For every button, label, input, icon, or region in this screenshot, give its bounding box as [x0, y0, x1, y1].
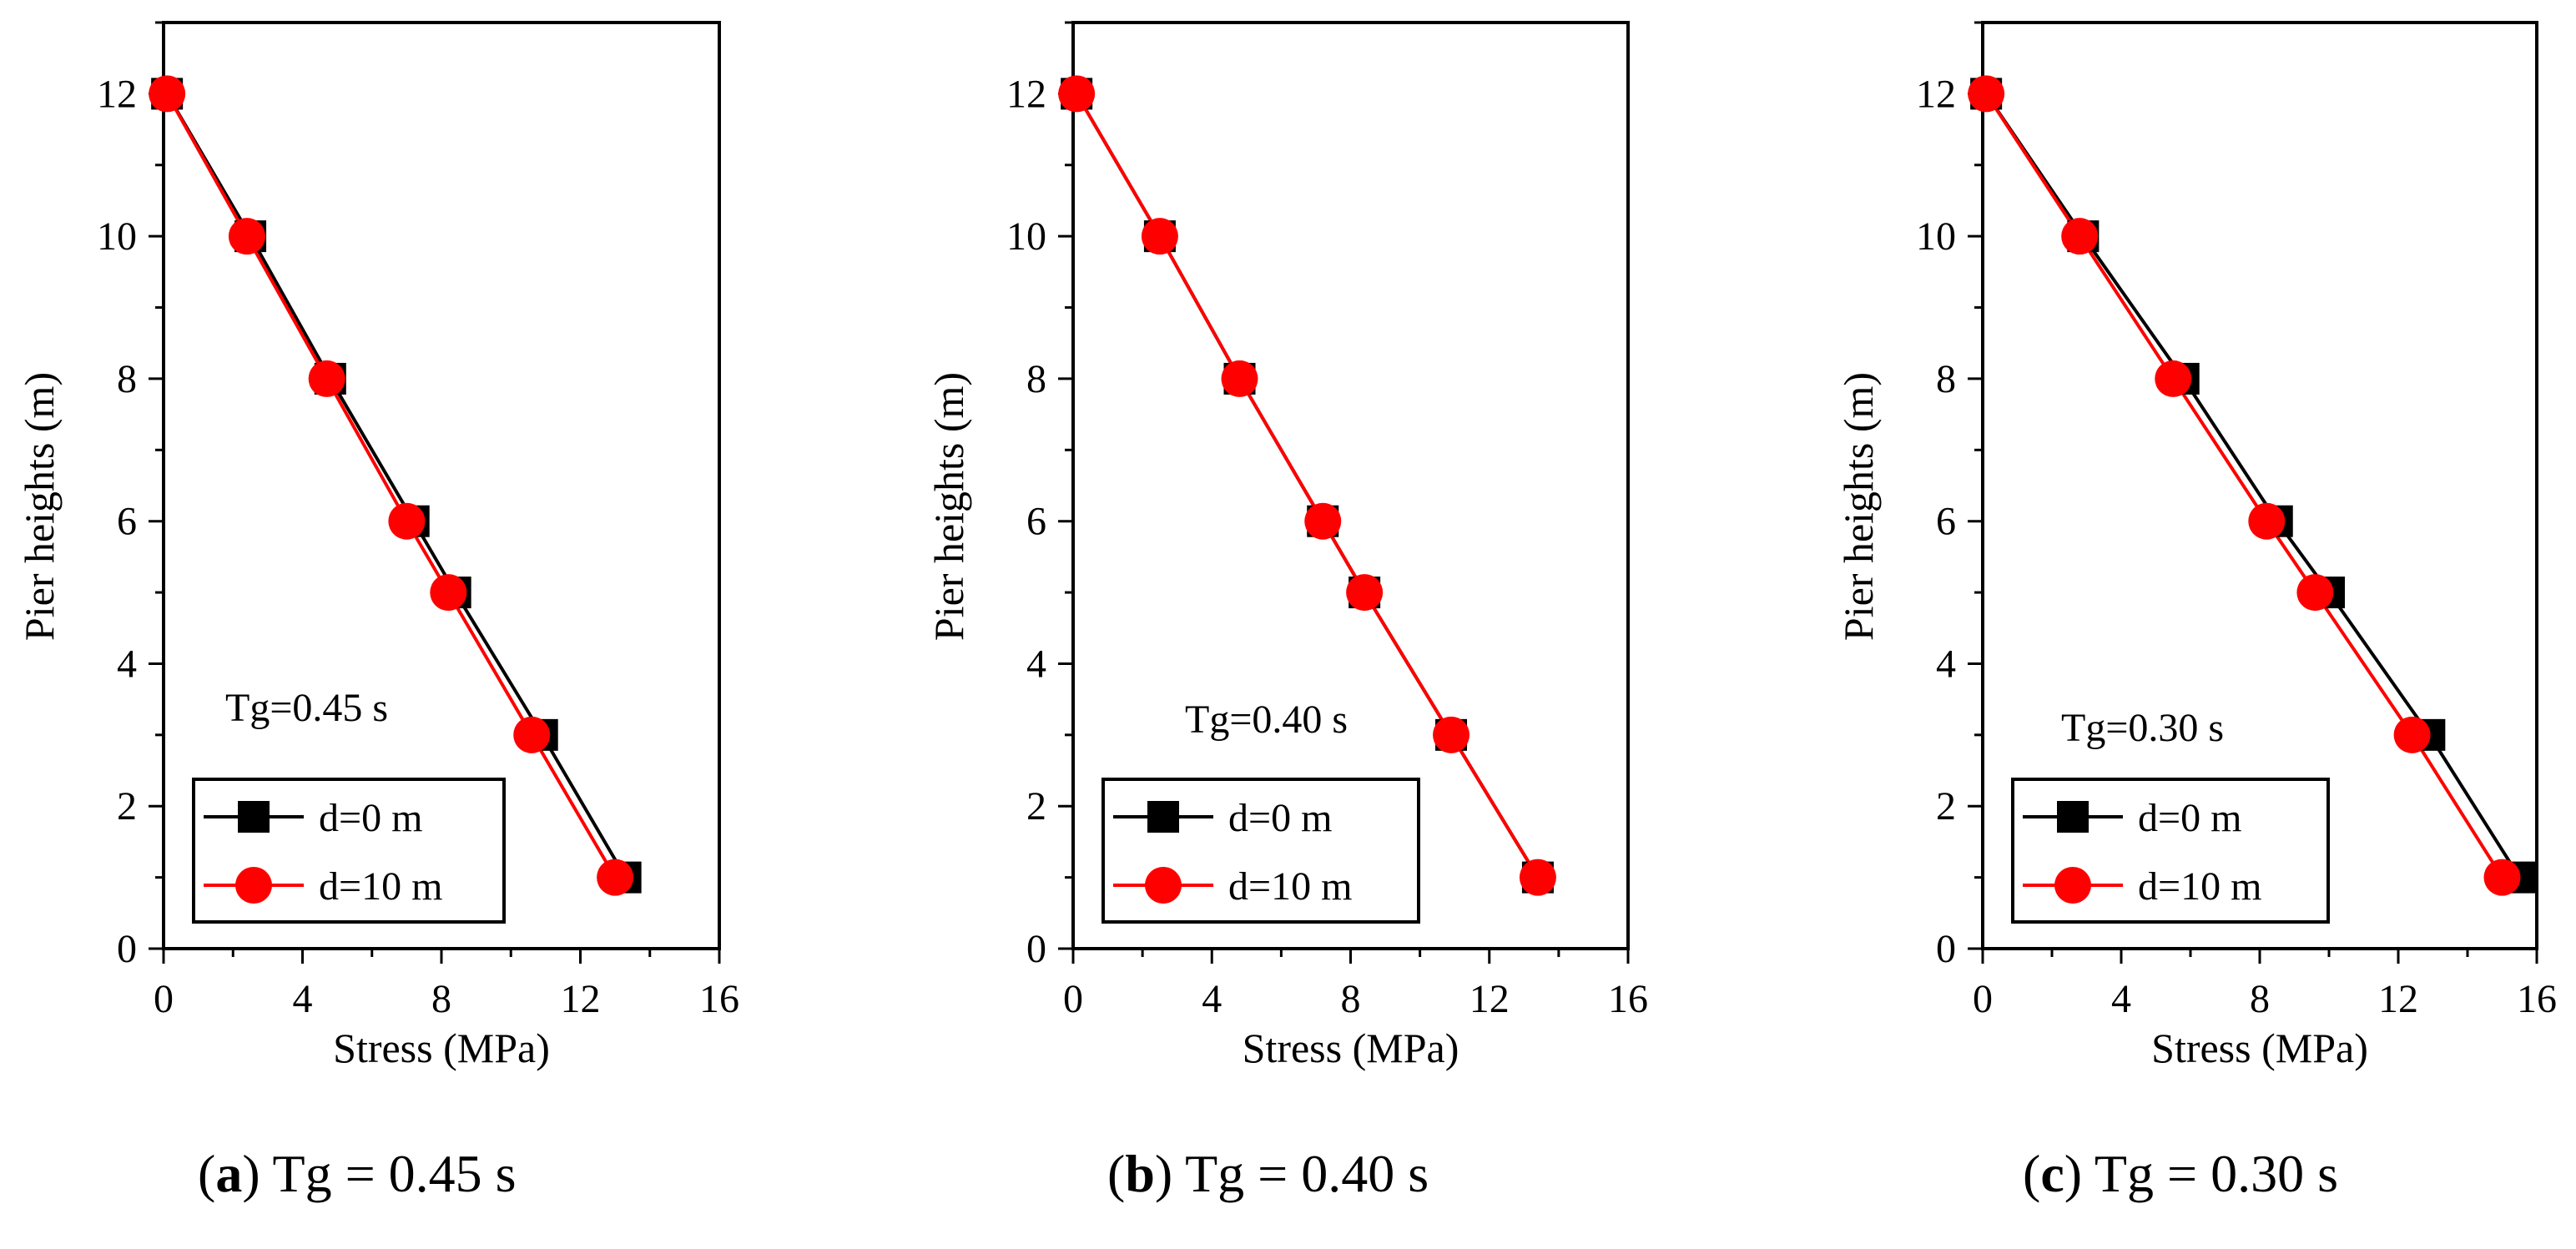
- data-point-circle: [308, 360, 345, 397]
- data-point-circle: [388, 502, 426, 540]
- y-axis-label: Pier heights (m): [16, 372, 63, 641]
- y-tick-label: 6: [1026, 500, 1046, 544]
- data-point-circle: [1346, 574, 1384, 612]
- legend-label: d=10 m: [2138, 864, 2261, 909]
- x-axis-label: Stress (MPa): [333, 1025, 550, 1071]
- tg-annotation: Tg=0.40 s: [1185, 698, 1348, 742]
- legend: d=0 m d=10 m: [192, 778, 506, 924]
- legend: d=0 m d=10 m: [1101, 778, 1420, 924]
- y-tick-label: 8: [1936, 357, 1956, 401]
- y-tick-label: 10: [1916, 214, 1956, 259]
- x-tick-label: 8: [431, 977, 451, 1021]
- data-point-circle: [149, 75, 186, 113]
- y-tick-label: 0: [117, 927, 137, 971]
- data-point-circle: [1519, 859, 1556, 896]
- x-tick-label: 16: [1608, 977, 1648, 1021]
- data-point-circle: [228, 218, 265, 255]
- legend-label: d=0 m: [319, 796, 422, 840]
- x-tick-label: 4: [2111, 977, 2131, 1021]
- x-tick-label: 16: [2517, 977, 2557, 1021]
- x-axis-label: Stress (MPa): [1243, 1025, 1459, 1071]
- legend-label: d=10 m: [319, 864, 442, 909]
- data-point-circle: [1141, 218, 1178, 255]
- legend-marker-circle: [1145, 867, 1182, 904]
- x-tick-label: 0: [1973, 977, 1993, 1021]
- y-tick-label: 6: [1936, 500, 1956, 544]
- series-line-d0: [1984, 93, 2521, 879]
- y-tick-label: 0: [1936, 927, 1956, 971]
- legend-marker-circle: [235, 867, 272, 904]
- y-tick-label: 12: [1916, 72, 1956, 116]
- caption-c: (c) Tg = 0.30 s: [2023, 1144, 2338, 1203]
- data-point-circle: [1221, 360, 1258, 397]
- data-point-circle: [2393, 716, 2431, 753]
- legend-label: d=10 m: [1228, 864, 1352, 909]
- data-point-circle: [2061, 218, 2099, 255]
- data-point-circle: [1433, 716, 1470, 753]
- x-axis-label: Stress (MPa): [2151, 1025, 2368, 1071]
- legend-marker-square: [2057, 801, 2089, 833]
- y-tick-label: 10: [1006, 214, 1046, 259]
- x-tick-label: 16: [699, 977, 739, 1021]
- x-tick-label: 0: [154, 977, 174, 1021]
- y-tick-label: 8: [1026, 357, 1046, 401]
- tg-annotation: Tg=0.30 s: [2061, 706, 2224, 750]
- data-point-circle: [2155, 360, 2192, 397]
- y-tick-label: 10: [97, 214, 137, 259]
- caption-a: (a) Tg = 0.45 s: [198, 1144, 517, 1203]
- y-tick-label: 8: [117, 357, 137, 401]
- y-tick-label: 0: [1026, 927, 1046, 971]
- legend-label: d=0 m: [2138, 796, 2241, 840]
- data-point-circle: [2248, 502, 2286, 540]
- legend-marker-square: [238, 801, 270, 833]
- data-point-circle: [430, 574, 467, 612]
- series-line-d10: [1984, 93, 2504, 879]
- y-axis-label: Pier heights (m): [925, 372, 972, 641]
- x-tick-label: 0: [1063, 977, 1083, 1021]
- y-tick-label: 2: [1936, 784, 1956, 828]
- y-tick-label: 12: [97, 72, 137, 116]
- data-point-circle: [1304, 502, 1342, 540]
- y-tick-label: 4: [1936, 642, 1956, 686]
- legend-label: d=0 m: [1228, 796, 1332, 840]
- x-tick-label: 12: [1469, 977, 1510, 1021]
- caption-b: (b) Tg = 0.40 s: [1107, 1144, 1429, 1203]
- x-tick-label: 12: [561, 977, 601, 1021]
- y-tick-label: 4: [1026, 642, 1046, 686]
- legend: d=0 m d=10 m: [2011, 778, 2330, 924]
- x-tick-label: 4: [1202, 977, 1222, 1021]
- data-point-circle: [2483, 859, 2521, 896]
- data-point-circle: [1968, 75, 2005, 113]
- y-tick-label: 6: [117, 500, 137, 544]
- y-tick-label: 2: [117, 784, 137, 828]
- legend-marker-circle: [2054, 867, 2091, 904]
- x-tick-label: 12: [2378, 977, 2418, 1021]
- y-tick-label: 4: [117, 642, 137, 686]
- tg-annotation: Tg=0.45 s: [225, 686, 388, 730]
- x-tick-label: 4: [293, 977, 313, 1021]
- data-point-circle: [513, 716, 551, 753]
- y-axis-label: Pier heights (m): [1835, 372, 1882, 641]
- data-point-circle: [597, 859, 634, 896]
- data-point-circle: [2296, 574, 2334, 612]
- series-line-d0: [165, 93, 628, 879]
- y-tick-label: 2: [1026, 784, 1046, 828]
- data-point-circle: [1058, 75, 1096, 113]
- series-line-d10: [1075, 93, 1540, 879]
- x-tick-label: 8: [1341, 977, 1361, 1021]
- y-tick-label: 12: [1006, 72, 1046, 116]
- x-tick-label: 8: [2250, 977, 2270, 1021]
- legend-marker-square: [1147, 801, 1179, 833]
